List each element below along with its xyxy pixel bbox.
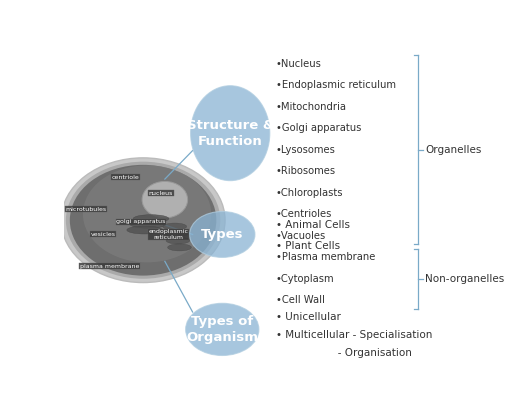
Ellipse shape bbox=[190, 212, 255, 257]
Ellipse shape bbox=[70, 165, 216, 276]
Text: •Ribosomes: •Ribosomes bbox=[276, 166, 336, 176]
Text: microtubules: microtubules bbox=[65, 207, 106, 212]
Text: •Cytoplasm: •Cytoplasm bbox=[276, 274, 334, 284]
Ellipse shape bbox=[61, 158, 225, 282]
Text: - Organisation: - Organisation bbox=[276, 349, 412, 358]
Ellipse shape bbox=[66, 162, 220, 279]
Text: Non-organelles: Non-organelles bbox=[426, 274, 505, 284]
Text: nucleus: nucleus bbox=[149, 191, 173, 196]
Text: •Lysosomes: •Lysosomes bbox=[276, 145, 336, 155]
Text: • Multicellular - Specialisation: • Multicellular - Specialisation bbox=[276, 330, 432, 340]
Text: vesicles: vesicles bbox=[91, 232, 116, 237]
Ellipse shape bbox=[163, 223, 187, 230]
Text: plasma membrane: plasma membrane bbox=[80, 263, 139, 269]
Text: centriole: centriole bbox=[111, 175, 139, 180]
Ellipse shape bbox=[142, 181, 188, 218]
Text: •Mitochondria: •Mitochondria bbox=[276, 102, 347, 112]
Ellipse shape bbox=[83, 165, 211, 262]
Ellipse shape bbox=[185, 303, 259, 356]
Text: •Vacuoles: •Vacuoles bbox=[276, 231, 326, 241]
Text: endoplasmic
reticulum: endoplasmic reticulum bbox=[149, 229, 189, 240]
Text: • Animal Cells: • Animal Cells bbox=[276, 220, 350, 230]
Text: • Unicellular: • Unicellular bbox=[276, 312, 341, 322]
Ellipse shape bbox=[130, 220, 166, 228]
Text: Types of
Organism: Types of Organism bbox=[187, 315, 258, 344]
Ellipse shape bbox=[168, 244, 192, 251]
Text: •Cell Wall: •Cell Wall bbox=[276, 295, 324, 305]
Text: •Chloroplasts: •Chloroplasts bbox=[276, 188, 343, 198]
Text: •Nucleus: •Nucleus bbox=[276, 58, 321, 69]
Text: golgi apparatus: golgi apparatus bbox=[117, 219, 166, 224]
Text: • Plant Cells: • Plant Cells bbox=[276, 240, 340, 251]
Text: Structure &
Function: Structure & Function bbox=[187, 119, 274, 148]
Text: •Endoplasmic reticulum: •Endoplasmic reticulum bbox=[276, 80, 396, 90]
Text: •Centrioles: •Centrioles bbox=[276, 209, 332, 219]
Text: Types: Types bbox=[201, 228, 244, 241]
Text: Organelles: Organelles bbox=[426, 145, 482, 155]
Ellipse shape bbox=[165, 230, 188, 237]
Text: •Plasma membrane: •Plasma membrane bbox=[276, 252, 375, 262]
Ellipse shape bbox=[127, 226, 162, 234]
Ellipse shape bbox=[133, 215, 169, 223]
Ellipse shape bbox=[166, 237, 190, 244]
Ellipse shape bbox=[191, 86, 270, 181]
Text: •Golgi apparatus: •Golgi apparatus bbox=[276, 123, 361, 133]
